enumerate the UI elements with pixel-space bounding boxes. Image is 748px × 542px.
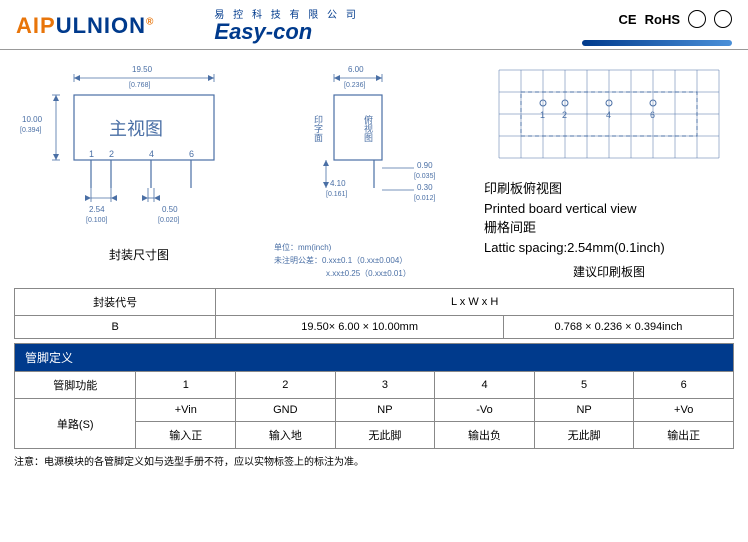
cell: 无此脚 [335,422,435,449]
cell: 单路(S) [15,399,136,449]
cell: 输出正 [634,422,734,449]
side-label-left: 印字面 [313,114,323,143]
pcb-view-svg: 1 2 4 6 [484,60,734,175]
dim-pinw-in: [0.020] [158,217,179,224]
registered-mark: ® [146,16,154,27]
pin-table: 管脚定义 管脚功能 1 2 3 4 5 6 单路(S) +Vin GND NP … [14,343,734,449]
pcb-pin: 4 [606,110,611,120]
pcb-t3: 栅格间距 [484,218,734,238]
dim-d2-in: [0.012] [414,195,435,202]
unit-line1: 单位：mm(inch) [274,242,474,253]
cell: B [15,316,216,339]
cell: 5 [534,372,634,399]
cell: +Vo [634,399,734,422]
cell: GND [236,399,336,422]
cell: 1 [136,372,236,399]
pcb-caption: 建议印刷板图 [484,263,734,280]
pcb-text: 印刷板俯视图 Printed board vertical view 栅格间距 … [484,179,734,257]
cell: +Vin [136,399,236,422]
front-caption: 封装尺寸图 [14,246,264,263]
pcb-t2: Printed board vertical view [484,199,734,219]
pcb-pin: 6 [650,110,655,120]
dim-pitch-in: [0.100] [86,217,107,224]
pin-label: 1 [89,149,94,159]
unit-line2: 未注明公差：0.xx±0.1（0.xx±0.004） [274,255,474,266]
front-view-svg: 19.50 [0.768] 主视图 10.00 [0.394] 1 2 4 6 [14,60,264,240]
dim-height-in: [0.394] [20,127,41,134]
pin-label: 6 [189,149,194,159]
cert-rohs: RoHS [645,12,680,27]
cell: 3 [335,372,435,399]
dim-d2: 0.30 [417,183,433,192]
dim-width: 19.50 [132,65,153,74]
dim-side-w-in: [0.236] [344,82,365,89]
cell: NP [335,399,435,422]
pcb-t4: Lattic spacing:2.54mm(0.1inch) [484,238,734,258]
front-view-diagram: 19.50 [0.768] 主视图 10.00 [0.394] 1 2 4 6 [14,60,264,280]
logo-part-a: AIP [16,13,56,38]
cell: 管脚功能 [15,372,136,399]
dim-width-in: [0.768] [129,82,150,89]
header-stripe [582,40,732,46]
dim-pinh: 4.10 [330,179,346,188]
front-view-title: 主视图 [109,119,163,139]
footnote: 注意：电源模块的各管脚定义如与选型手册不符，应以实物标签上的标注为准。 [0,449,748,476]
dim-pitch: 2.54 [89,205,105,214]
cell: -Vo [435,399,535,422]
cell: 2 [236,372,336,399]
certifications: CE RoHS [619,10,732,28]
cell: 输入地 [236,422,336,449]
logo-aipulnion: AIPULNION® [16,13,154,39]
cert-badge-icon [688,10,706,28]
package-table: 封装代号 L x W x H B 19.50× 6.00 × 10.00mm 0… [14,288,734,339]
pcb-t1: 印刷板俯视图 [484,179,734,199]
logo-easycon-wrap: 易 控 科 技 有 限 公 司 Easy-con [214,6,358,45]
pcb-view-diagram: 1 2 4 6 印刷板俯视图 Printed board vertical vi… [484,60,734,280]
cell: 无此脚 [534,422,634,449]
dim-pinw: 0.50 [162,205,178,214]
dim-d1: 0.90 [417,161,433,170]
dim-d1-in: [0.035] [414,173,435,180]
unit-line3: x.xx±0.25（0.xx±0.01） [274,268,474,279]
pin-table-title: 管脚定义 [15,344,734,372]
side-view-diagram: 6.00 [0.236] 印字面 俯视图 4.10 [0.161] 0.90 [… [274,60,474,280]
cell: NP [534,399,634,422]
cert-badge-icon [714,10,732,28]
dim-side-w: 6.00 [348,65,364,74]
pin-label: 4 [149,149,154,159]
pcb-pin: 1 [540,110,545,120]
cell: 输出负 [435,422,535,449]
side-view-svg: 6.00 [0.236] 印字面 俯视图 4.10 [0.161] 0.90 [… [274,60,474,240]
header: AIPULNION® 易 控 科 技 有 限 公 司 Easy-con CE R… [0,0,748,50]
logo-part-b: ULNION [56,13,146,38]
dim-pinh-in: [0.161] [326,191,347,198]
cert-ce: CE [619,12,637,27]
side-label-right: 俯视图 [363,114,373,143]
cell: 输入正 [136,422,236,449]
cell: 19.50× 6.00 × 10.00mm [216,316,504,339]
cell: L x W x H [216,289,734,316]
cell: 4 [435,372,535,399]
logo-easycon: Easy-con [214,19,358,45]
pin-label: 2 [109,149,114,159]
diagram-row: 19.50 [0.768] 主视图 10.00 [0.394] 1 2 4 6 [0,50,748,284]
dim-height: 10.00 [22,115,43,124]
pcb-pin: 2 [562,110,567,120]
cell: 6 [634,372,734,399]
cell: 封装代号 [15,289,216,316]
cell: 0.768 × 0.236 × 0.394inch [503,316,733,339]
